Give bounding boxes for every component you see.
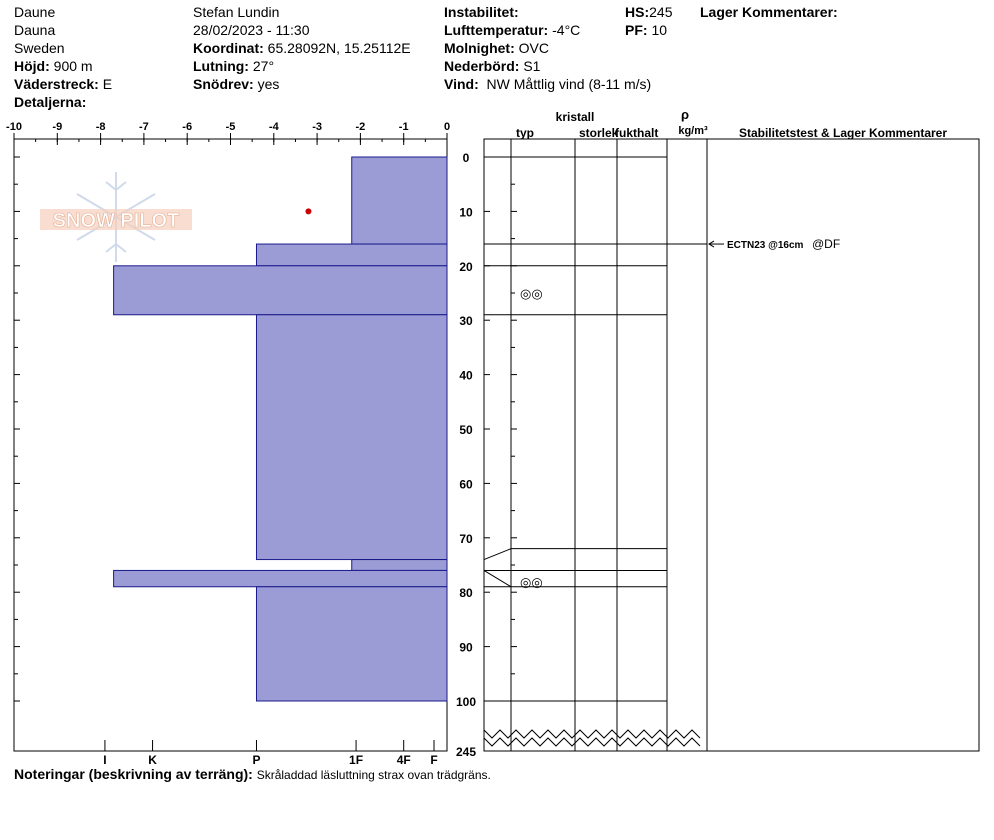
- depth-label: 40: [459, 369, 473, 383]
- instability-field: Instabilitet:: [444, 4, 519, 20]
- depth-break-zigzag: [483, 729, 701, 747]
- stability-arrowhead: [708, 240, 715, 248]
- hardness-label: F: [430, 753, 437, 767]
- table-depth-ticks: [484, 156, 517, 702]
- header-density-unit: kg/m³: [678, 125, 708, 137]
- air-temp-field: Lufttemperatur: -4°C: [444, 22, 581, 38]
- depth-label: 100: [456, 695, 476, 709]
- temp-tick-label: -2: [356, 121, 366, 133]
- temp-tick-label: -7: [139, 121, 149, 133]
- grain-symbols: ◎◎ ◎◎: [520, 286, 543, 589]
- temp-tick-label: -10: [6, 121, 22, 133]
- stability-suffix: @DF: [812, 237, 840, 251]
- stability-tests: ECTN23 @16cm @DF: [708, 237, 840, 251]
- layer-table-frame: [483, 138, 980, 752]
- grain-symbol: ◎◎: [520, 286, 543, 301]
- snowheight-block: HS:245 PF: 10: [625, 3, 672, 39]
- hardness-bar: [255, 243, 448, 267]
- cloud-field: Molnighet: OVC: [444, 40, 549, 56]
- watermark-text: SNOW PILOT: [53, 210, 180, 232]
- hardness-bar: [351, 156, 448, 245]
- snowpilot-watermark: SNOW PILOT: [40, 172, 192, 262]
- depth-label: 70: [459, 532, 473, 546]
- header-stability: Stabilitetstest & Lager Kommentarer: [739, 126, 947, 140]
- temp-tick-label: -1: [399, 121, 409, 133]
- depth-label: 30: [459, 314, 473, 328]
- temp-tick-label: -3: [312, 121, 322, 133]
- location-line: Dauna: [14, 22, 56, 38]
- observation-block: Stefan Lundin 28/02/2023 - 11:30 Koordin…: [193, 3, 411, 93]
- hardness-bar: [255, 314, 448, 561]
- hardness-bar: [113, 569, 448, 588]
- pf-field: PF: 10: [625, 22, 668, 38]
- layer-table-columns: [510, 139, 708, 751]
- depth-label: 0: [463, 151, 470, 165]
- location-line: Sweden: [14, 40, 65, 56]
- slope-field: Lutning: 27°: [193, 58, 275, 74]
- layer-boundaries: [483, 156, 707, 702]
- notes-label: Noteringar (beskrivning av terräng):: [14, 766, 253, 782]
- temperature-points: [305, 208, 312, 215]
- depth-label: 60: [459, 477, 473, 491]
- temp-tick-label: -4: [269, 121, 280, 133]
- elevation-field: Höjd: 900 m: [14, 58, 93, 74]
- hardness-label: 1F: [349, 753, 363, 767]
- grain-symbol: ◎◎: [520, 574, 543, 589]
- location-line: Daune: [14, 4, 56, 20]
- depth-label: 50: [459, 423, 473, 437]
- temp-tick-label: -8: [96, 121, 106, 133]
- depth-bottom-label: 245: [456, 745, 476, 759]
- temperature-point: [305, 208, 312, 215]
- header-storlek: storlek: [579, 126, 619, 140]
- hardness-bars: [113, 156, 448, 702]
- layer-connector: [483, 570, 512, 588]
- terrain-notes: Noteringar (beskrivning av terräng): Skr…: [14, 766, 491, 782]
- temp-tick-label: -6: [182, 121, 192, 133]
- hardness-bar: [351, 559, 448, 571]
- left-tick-marks: [14, 156, 20, 702]
- hardness-bar: [255, 586, 448, 702]
- hardness-bar: [113, 265, 448, 316]
- layer-comments-heading: Lager Kommentarer:: [700, 4, 838, 20]
- depth-label: 80: [459, 586, 473, 600]
- hs-field: HS:245: [625, 4, 673, 20]
- snowdrift-field: Snödrev: yes: [193, 76, 280, 92]
- depth-label: 20: [459, 260, 473, 274]
- depth-axis: 0 10 20 30 40 50 60 70 80 90 100 245: [456, 151, 476, 759]
- layer-line: [483, 548, 667, 561]
- details-field: Detaljerna:: [14, 94, 87, 110]
- hardness-label: K: [148, 753, 157, 767]
- temp-tick-label: 0: [444, 121, 450, 133]
- precip-field: Nederbörd: S1: [444, 58, 541, 74]
- observer-name: Stefan Lundin: [193, 4, 280, 20]
- hardness-axis: I K P 1F 4F F: [103, 740, 438, 767]
- header-typ: typ: [516, 126, 534, 140]
- header-rho: ρ: [681, 107, 689, 122]
- notes-value: Skråladdad läsluttning strax ovan trädgr…: [256, 768, 491, 782]
- hardness-label: 4F: [397, 753, 411, 767]
- hardness-label: I: [103, 753, 106, 767]
- temp-tick-label: -5: [226, 121, 236, 133]
- coordinate-field: Koordinat: 65.28092N, 15.25112E: [193, 40, 411, 56]
- weather-block: Instabilitet: Lufttemperatur: -4°C Molni…: [444, 3, 651, 93]
- header-kristall: kristall: [556, 110, 595, 124]
- temp-tick-label: -9: [52, 121, 62, 133]
- temperature-axis: -10 -9 -8 -7 -6 -5 -4 -3 -2 -1 0: [6, 121, 450, 145]
- aspect-field: Väderstreck: E: [14, 76, 113, 92]
- hardness-label: P: [252, 753, 260, 767]
- stability-result: ECTN23 @16cm: [727, 240, 804, 251]
- depth-label: 90: [459, 641, 473, 655]
- observation-datetime: 28/02/2023 - 11:30: [193, 22, 310, 38]
- header-fukthalt: fukthalt: [615, 126, 658, 140]
- wind-field: Vind: NW Måttlig vind (8-11 m/s): [444, 76, 652, 92]
- location-block: Daune Dauna Sweden Höjd: 900 m Väderstre…: [14, 3, 112, 111]
- depth-label: 10: [459, 205, 473, 219]
